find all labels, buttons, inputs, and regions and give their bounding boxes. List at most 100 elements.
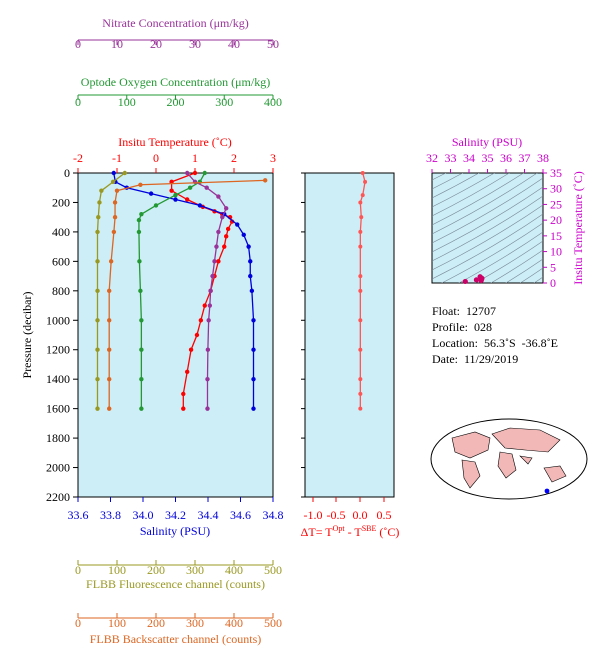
delta-t-tick-label: -1.0 bbox=[304, 508, 323, 522]
data-point-backscatter bbox=[107, 288, 112, 294]
pressure-tick-label: 1400 bbox=[46, 372, 70, 386]
oxygen-tick-label: 400 bbox=[264, 95, 282, 109]
map-landmass bbox=[491, 427, 561, 453]
delta-t-point bbox=[359, 215, 364, 220]
data-point-temperature bbox=[188, 347, 194, 352]
data-point-oxygen bbox=[136, 229, 142, 235]
data-point-fluorescence bbox=[95, 318, 100, 323]
salinity-tick-label: 34.0 bbox=[133, 508, 154, 522]
series-line-oxygen bbox=[138, 172, 206, 409]
pressure-tick-label: 800 bbox=[52, 284, 70, 298]
ts-salinity-tick-label: 36 bbox=[500, 151, 512, 165]
backscatter-tick-label: 500 bbox=[264, 616, 282, 630]
data-point-backscatter bbox=[108, 259, 114, 264]
ts-salinity-title: Salinity (PSU) bbox=[452, 135, 522, 149]
ts-density-contour bbox=[432, 204, 543, 271]
oxygen-tick-label: 100 bbox=[118, 95, 136, 109]
ts-density-contour bbox=[432, 173, 495, 208]
data-point-fluorescence bbox=[95, 347, 100, 352]
ts-density-contour bbox=[432, 173, 538, 235]
ts-density-contour bbox=[505, 258, 543, 283]
float-location-marker bbox=[544, 488, 550, 494]
data-point-nitrate bbox=[216, 229, 221, 235]
data-point-temperature bbox=[192, 170, 198, 176]
ts-salinity-tick-label: 38 bbox=[537, 151, 549, 165]
ts-density-contour bbox=[432, 173, 480, 199]
ts-temperature-tick-label: 15 bbox=[550, 229, 562, 243]
data-point-temperature bbox=[225, 226, 231, 232]
salinity-axis-title: Salinity (PSU) bbox=[140, 524, 210, 538]
oxygen-tick-label: 0 bbox=[75, 95, 81, 109]
data-point-temperature bbox=[185, 369, 190, 375]
data-point-fluorescence bbox=[110, 179, 116, 185]
delta-t-point bbox=[358, 406, 363, 411]
ts-temperature-tick-label: 30 bbox=[550, 182, 562, 196]
data-point-temperature bbox=[222, 244, 227, 249]
data-point-fluorescence bbox=[95, 376, 100, 382]
temperature-tick-label: 2 bbox=[231, 151, 237, 165]
delta-t-point bbox=[360, 193, 365, 198]
data-point-salinity bbox=[251, 406, 256, 411]
data-point-fluorescence bbox=[95, 406, 100, 411]
data-point-temperature bbox=[194, 332, 200, 338]
data-point-salinity bbox=[246, 244, 251, 249]
salinity-tick-label: 33.6 bbox=[68, 508, 89, 522]
data-point-salinity bbox=[197, 203, 203, 208]
pressure-tick-label: 0 bbox=[64, 166, 70, 180]
backscatter-tick-label: 100 bbox=[108, 616, 126, 630]
data-point-salinity bbox=[111, 170, 116, 176]
data-point-nitrate bbox=[220, 214, 225, 220]
backscatter-tick-label: 0 bbox=[75, 616, 81, 630]
delta-t-point bbox=[360, 171, 365, 175]
data-point-salinity bbox=[251, 376, 256, 382]
ts-salinity-tick-label: 32 bbox=[426, 151, 438, 165]
ts-density-contour bbox=[432, 177, 543, 244]
series-line-nitrate bbox=[186, 172, 227, 409]
delta-t-point bbox=[358, 244, 363, 249]
data-point-oxygen bbox=[139, 376, 144, 382]
map-landmass bbox=[543, 465, 567, 483]
backscatter-tick-label: 300 bbox=[186, 616, 204, 630]
nitrate-tick-label: 0 bbox=[75, 37, 81, 51]
data-point-fluorescence bbox=[95, 259, 100, 264]
pressure-tick-label: 1600 bbox=[46, 402, 70, 416]
profile-number: Profile: 028 bbox=[432, 320, 492, 334]
data-point-nitrate bbox=[185, 170, 190, 176]
data-point-fluorescence bbox=[95, 288, 100, 294]
ts-salinity-tick-label: 34 bbox=[463, 151, 475, 165]
data-point-backscatter bbox=[107, 376, 112, 382]
temperature-tick-label: 3 bbox=[270, 151, 276, 165]
data-point-nitrate bbox=[212, 259, 217, 264]
pressure-tick-label: 200 bbox=[52, 195, 70, 209]
data-point-nitrate bbox=[214, 244, 219, 249]
ts-density-contour bbox=[432, 173, 510, 217]
delta-t-point bbox=[358, 391, 363, 396]
ts-density-contour bbox=[458, 231, 543, 283]
pressure-tick-label: 600 bbox=[52, 254, 70, 268]
nitrate-tick-label: 30 bbox=[189, 37, 201, 51]
pressure-axis-title: Pressure (decibar) bbox=[20, 292, 34, 379]
data-point-backscatter bbox=[112, 214, 118, 220]
delta-t-tick-label: 0.5 bbox=[377, 508, 392, 522]
ts-density-contour bbox=[519, 267, 543, 283]
delta-t-axis-title: ΔT= TOpt - TSBE (˚C) bbox=[301, 524, 400, 539]
data-point-fluorescence bbox=[97, 200, 102, 205]
nitrate-tick-label: 10 bbox=[111, 37, 123, 51]
data-point-nitrate bbox=[216, 194, 221, 199]
delta-t-point bbox=[358, 229, 363, 234]
data-point-salinity bbox=[173, 197, 178, 202]
data-point-oxygen bbox=[137, 259, 142, 264]
data-point-salinity bbox=[148, 191, 154, 196]
pressure-tick-label: 2200 bbox=[46, 490, 70, 504]
ts-density-contour bbox=[432, 195, 543, 262]
ts-density-contour bbox=[432, 173, 525, 226]
data-point-backscatter bbox=[107, 318, 112, 323]
data-point-temperature bbox=[169, 179, 174, 185]
data-point-salinity bbox=[235, 222, 240, 227]
ts-salinity-tick-label: 33 bbox=[445, 151, 457, 165]
ts-temperature-tick-label: 10 bbox=[550, 245, 562, 259]
data-point-nitrate bbox=[204, 185, 209, 190]
delta-t-point bbox=[358, 288, 363, 293]
data-point-temperature bbox=[181, 391, 186, 397]
data-point-fluorescence bbox=[96, 214, 101, 220]
